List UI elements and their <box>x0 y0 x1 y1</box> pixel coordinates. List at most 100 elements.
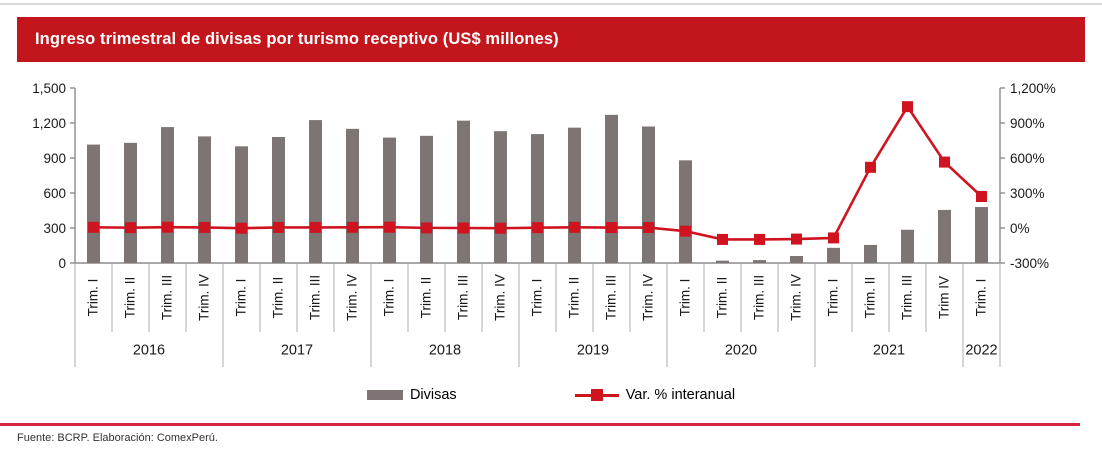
quarter-label: Trim. III <box>160 275 175 320</box>
quarter-label: Trim. II <box>419 277 434 319</box>
quarter-label: Trim. III <box>752 275 767 320</box>
bar <box>383 137 396 263</box>
chart-title-banner: Ingreso trimestral de divisas por turism… <box>17 17 1085 62</box>
quarter-label: Trim. II <box>567 277 582 319</box>
legend-label-divisas: Divisas <box>409 387 457 403</box>
bars-series <box>87 114 988 263</box>
line-marker <box>976 191 987 202</box>
left-axis-tick: 1,500 <box>32 81 66 96</box>
bar <box>642 126 655 263</box>
line-marker <box>569 221 580 233</box>
quarter-label: Trim. II <box>123 277 138 319</box>
line-marker <box>606 222 617 234</box>
line-marker <box>199 221 210 233</box>
bar <box>87 144 100 263</box>
line-marker <box>495 222 506 234</box>
line-marker <box>458 222 469 234</box>
line-marker <box>680 225 691 237</box>
bar <box>827 247 840 263</box>
bar <box>568 127 581 263</box>
right-axis-tick: 300% <box>1010 186 1045 201</box>
footer-divider <box>0 423 1080 426</box>
legend-item-var: Var. % interanual <box>574 387 736 403</box>
left-axis-tick: 0 <box>58 256 66 271</box>
bar <box>938 209 951 263</box>
line-marker <box>310 221 321 233</box>
left-axis-tick: 900 <box>43 151 66 166</box>
bar <box>235 146 248 263</box>
quarter-label: Trim. II <box>271 277 286 319</box>
year-label: 2020 <box>725 343 757 359</box>
quarter-label: Trim. III <box>604 275 619 320</box>
bar <box>346 128 359 263</box>
left-axis-tick: 300 <box>43 221 66 236</box>
bar <box>494 131 507 263</box>
left-axis-tick: 1,200 <box>32 116 66 131</box>
line-marker <box>865 161 876 173</box>
year-label: 2021 <box>873 343 905 359</box>
quarter-label: Trim. I <box>826 279 841 317</box>
year-label: 2018 <box>429 343 461 359</box>
line-marker <box>717 233 728 245</box>
quarter-label: Trim. I <box>530 279 545 317</box>
quarter-label: Trim. IV <box>197 274 212 321</box>
line-marker-icon <box>574 389 619 401</box>
bar <box>975 207 988 263</box>
line-marker <box>902 101 913 113</box>
bar <box>901 229 914 263</box>
quarter-label: Trim. I <box>974 279 989 317</box>
line-marker <box>162 221 173 233</box>
line-marker <box>88 221 99 233</box>
bar <box>161 127 174 263</box>
bar <box>531 134 544 263</box>
line-marker <box>828 232 839 244</box>
line-marker <box>125 222 136 234</box>
quarter-label: Trim. I <box>678 279 693 317</box>
bar <box>790 256 803 263</box>
right-axis-tick: 600% <box>1010 151 1045 166</box>
quarter-label: Trim. IV <box>641 274 656 321</box>
quarter-label: Trim. II <box>715 277 730 319</box>
chart-title: Ingreso trimestral de divisas por turism… <box>35 30 559 48</box>
bar <box>457 120 470 263</box>
bar <box>679 160 692 263</box>
bar <box>605 114 618 263</box>
line-marker <box>791 233 802 245</box>
bar <box>420 135 433 263</box>
legend-item-divisas: Divisas <box>366 387 457 403</box>
bar <box>309 120 322 263</box>
year-label: 2017 <box>281 343 313 359</box>
line-marker <box>347 221 358 233</box>
legend-label-var: Var. % interanual <box>625 387 736 403</box>
right-axis-tick: -300% <box>1010 256 1049 271</box>
line-marker <box>273 221 284 233</box>
right-axis-tick: 0% <box>1010 221 1030 236</box>
right-axis-tick: 900% <box>1010 116 1045 131</box>
quarter-label: Trim. III <box>456 275 471 320</box>
bar <box>716 260 729 263</box>
chart-canvas: 0 300 600 900 1,200 1,500 -300% 0% 300% 600% 900% 1… <box>32 81 1056 367</box>
quarter-label: Trim. II <box>863 277 878 319</box>
quarter-label: Trim. III <box>900 275 915 320</box>
line-marker <box>532 222 543 234</box>
quarter-label: Trim. I <box>234 279 249 317</box>
line-marker <box>384 221 395 233</box>
bar <box>864 244 877 263</box>
year-label: 2022 <box>965 343 997 359</box>
x-axis-labels: Trim. I Trim. II Trim. III Trim. IV Trim. I T… <box>74 263 1001 367</box>
axes: 0 300 600 900 1,200 1,500 -300% 0% 300% 600% 900% 1… <box>32 81 1056 271</box>
quarter-label: Trim. I <box>382 279 397 317</box>
line-marker <box>754 233 765 245</box>
quarter-label: Trim. IV <box>345 274 360 321</box>
line-marker <box>421 222 432 234</box>
bar <box>753 260 766 263</box>
bar-swatch-icon <box>366 390 403 400</box>
line-marker <box>236 222 247 234</box>
right-axis-tick: 1,200% <box>1010 81 1056 96</box>
year-label: 2016 <box>133 343 165 359</box>
line-marker <box>643 222 654 234</box>
top-divider <box>0 3 1102 5</box>
line-series <box>88 101 987 245</box>
chart-legend: Divisas Var. % interanual <box>0 384 1102 406</box>
